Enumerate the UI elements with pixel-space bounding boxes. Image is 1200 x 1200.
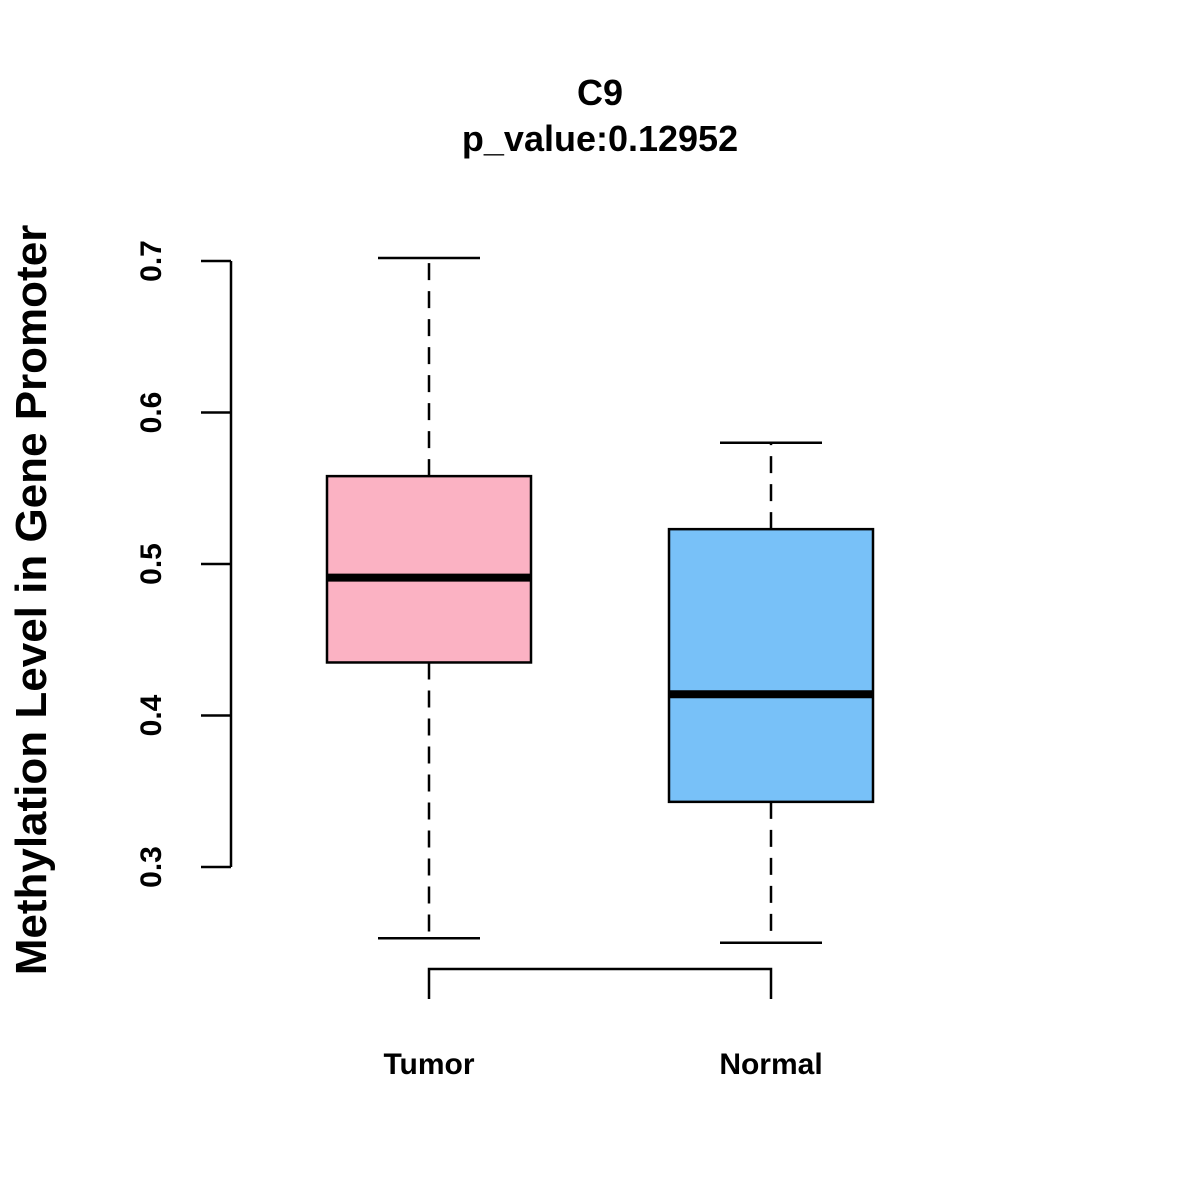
box-tumor bbox=[325, 256, 533, 940]
x-tick-label-normal: Normal bbox=[719, 1048, 822, 1081]
x-axis-labels: Tumor Normal bbox=[383, 1048, 822, 1081]
bracket-line bbox=[427, 967, 773, 999]
y-tick-label: 0.6 bbox=[135, 392, 168, 434]
y-axis: 0.3 0.4 0.5 0.6 0.7 bbox=[135, 240, 233, 888]
chart-title: C9 bbox=[577, 72, 623, 113]
y-tick-label: 0.5 bbox=[135, 543, 168, 585]
y-tick-label: 0.4 bbox=[135, 694, 168, 736]
chart-subtitle: p_value:0.12952 bbox=[462, 118, 738, 159]
y-tick-label: 0.7 bbox=[135, 240, 168, 282]
comparison-bracket bbox=[427, 967, 773, 999]
box-normal bbox=[667, 441, 875, 944]
iqr-box bbox=[325, 474, 533, 664]
y-tick-label: 0.3 bbox=[135, 846, 168, 888]
boxes bbox=[325, 256, 875, 944]
y-axis-label: Methylation Level in Gene Promoter bbox=[7, 225, 56, 976]
x-tick-label-tumor: Tumor bbox=[383, 1048, 474, 1081]
iqr-box bbox=[667, 527, 875, 804]
